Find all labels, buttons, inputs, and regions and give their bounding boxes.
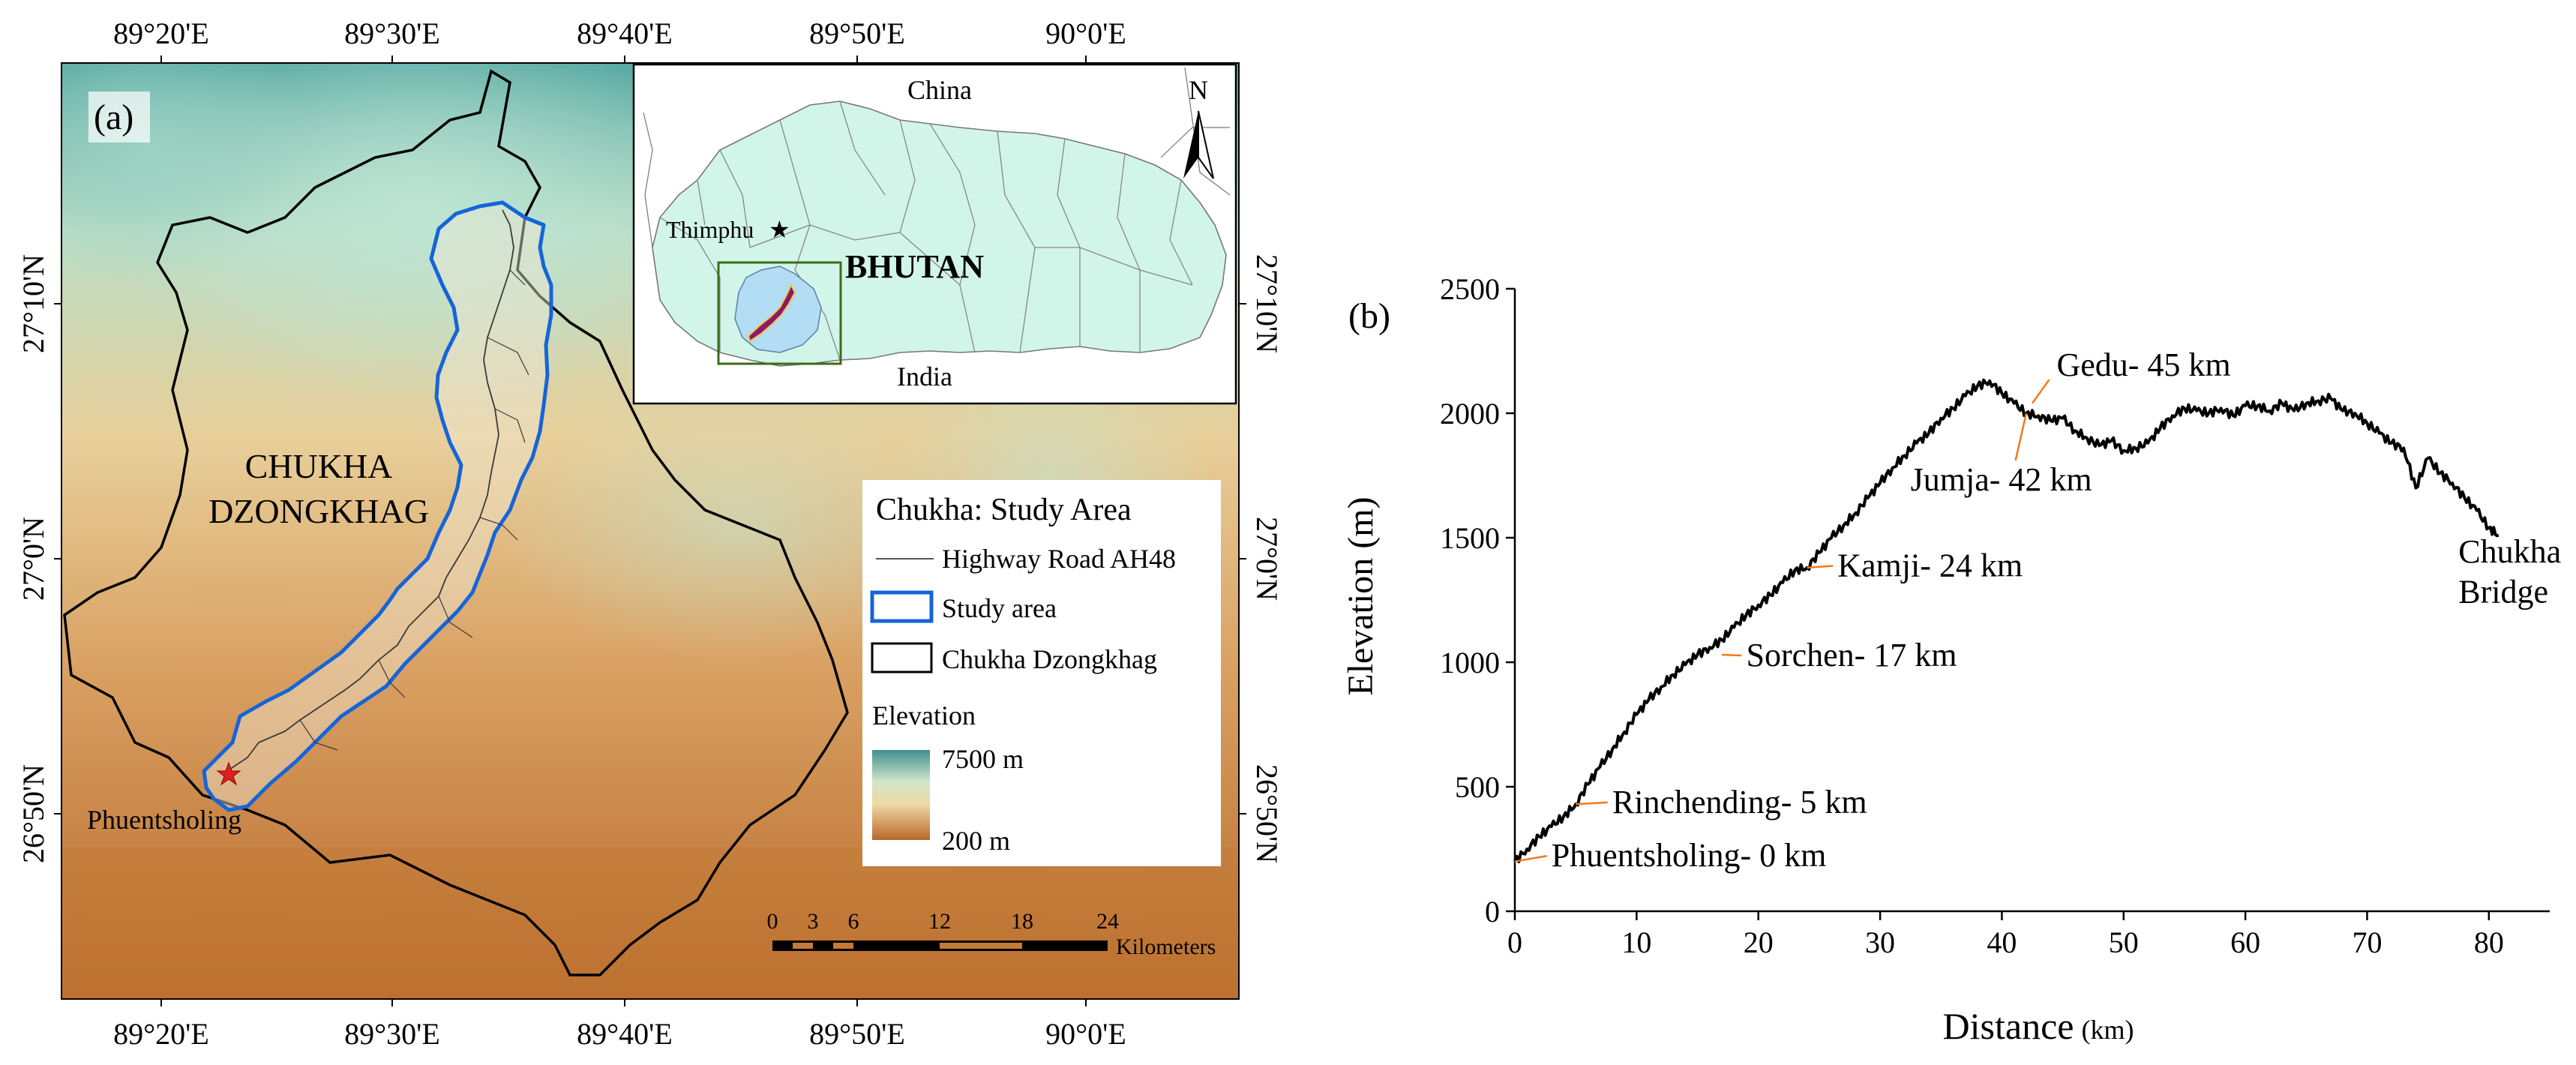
inset-india-label: India — [897, 362, 952, 392]
right-tick-2: 27°0'N — [1250, 517, 1284, 601]
secondary-roads — [299, 269, 529, 751]
y-tick-label: 0 — [1485, 895, 1500, 928]
left-tick-3: 26°50'N — [16, 764, 50, 863]
scale-tick-3: 3 — [808, 909, 819, 934]
top-tick-2: 89°30'E — [344, 16, 440, 50]
y-tick-label: 2500 — [1440, 272, 1500, 306]
annotation-label: Gedu- 45 km — [2056, 346, 2230, 383]
annotation-label: Phuentsholing- 0 km — [1552, 837, 1827, 874]
x-tick-label: 70 — [2352, 926, 2382, 959]
annotation-label: Bridge — [2458, 573, 2548, 610]
inset-district-boundaries — [659, 100, 1193, 361]
legend-study-area-symbol — [870, 590, 934, 623]
annotation-label: Jumja- 42 km — [1911, 461, 2092, 498]
chukha-dzongkhag-boundary — [63, 69, 849, 976]
bottom-tick-1: 89°20'E — [113, 1017, 209, 1051]
x-tick-label: 10 — [1621, 926, 1651, 959]
annotation-leader — [1721, 653, 1742, 657]
annotation-leader — [1576, 801, 1608, 806]
y-tick-label: 2000 — [1440, 397, 1500, 430]
inset-country-label: BHUTAN — [845, 248, 984, 285]
legend-dzongkhag-label: Chukha Dzongkhag — [942, 644, 1157, 674]
x-tick-label: 0 — [1507, 926, 1522, 959]
legend-elevation-max: 7500 m — [942, 744, 1024, 774]
study-area-outline — [202, 200, 553, 812]
x-tick-label: 50 — [2109, 926, 2139, 959]
scale-tick-24: 24 — [1096, 909, 1119, 934]
legend-elevation-ramp — [872, 750, 930, 840]
top-tick-3: 89°40'E — [577, 16, 673, 50]
x-tick-label: 20 — [1744, 926, 1774, 959]
bottom-tick-4: 89°50'E — [809, 1017, 905, 1051]
left-tick-1: 27°10'N — [16, 254, 50, 353]
bottom-tick-2: 89°30'E — [344, 1017, 440, 1051]
annotation-label: Chukha — [2458, 533, 2561, 570]
legend-elevation-min: 200 m — [942, 826, 1010, 856]
scale-tick-18: 18 — [1011, 909, 1033, 934]
bottom-tick-3: 89°40'E — [577, 1017, 673, 1051]
legend-highway-label: Highway Road AH48 — [942, 544, 1176, 574]
x-tick-label: 30 — [1865, 926, 1895, 959]
y-tick-label: 1500 — [1440, 521, 1500, 555]
x-tick-label: 80 — [2474, 926, 2504, 959]
scale-bar: 0 3 6 12 18 24 Kilometers — [767, 909, 1216, 959]
elevation-profile-line — [1513, 378, 2500, 863]
panel-a-label-bg — [88, 92, 150, 142]
annotation-leader — [2031, 379, 2050, 404]
scale-unit: Kilometers — [1116, 934, 1216, 959]
chart-annotations: Phuentsholing- 0 km Rinchending- 5 km Sorc… — [1514, 346, 2561, 874]
north-arrow-icon — [1183, 110, 1214, 179]
x-axis-title: Distance (km) — [1943, 1005, 2134, 1047]
annotation-label: Kamji- 24 km — [1837, 547, 2023, 584]
annotation-leader — [2014, 412, 2028, 461]
left-tick-2: 27°0'N — [16, 517, 50, 601]
phuentsholing-star-icon — [216, 761, 241, 786]
map-tick-marks — [54, 56, 1246, 1006]
y-tick-label: 500 — [1455, 770, 1500, 804]
inset-capital-label: Thimphu — [666, 216, 754, 243]
inset-study-box — [717, 261, 842, 365]
x-tick-label: 60 — [2230, 926, 2260, 959]
map-panel: 89°20'E 89°30'E 89°40'E 89°50'E 90°0'E 8… — [16, 16, 1284, 1051]
top-tick-1: 89°20'E — [113, 16, 209, 50]
phuentsholing-label: Phuentsholing — [87, 805, 241, 835]
scale-tick-12: 12 — [928, 909, 951, 934]
annotation-label: Rinchending- 5 km — [1612, 784, 1867, 820]
inset-map: China India BHUTAN Thimphu ★ N — [632, 63, 1237, 405]
annotation-leader — [1514, 855, 1547, 862]
inset-study-area-highlight — [747, 283, 796, 343]
map-legend: Chukha: Study Area Highway Road AH48 Stu… — [862, 480, 1221, 866]
highway-road-ah48 — [224, 209, 514, 773]
panel-a-label: (a) — [94, 98, 133, 137]
bottom-tick-5: 90°0'E — [1045, 1017, 1126, 1051]
inset-capital-star-icon: ★ — [769, 216, 790, 243]
right-tick-3: 26°50'N — [1250, 764, 1284, 863]
map-frame — [61, 62, 1240, 1000]
y-axis-title: Elevation (m) — [1341, 496, 1381, 695]
y-tick-label: 1000 — [1440, 646, 1500, 680]
top-tick-4: 89°50'E — [809, 16, 905, 50]
top-tick-5: 90°0'E — [1045, 16, 1126, 50]
x-axis-title-main: Distance — [1943, 1005, 2074, 1047]
chart-ticks: 0 500 1000 1500 2000 2500 0 10 20 30 40 50 60 70 80 — [1440, 272, 2504, 959]
annotation-label: Sorchen- 17 km — [1746, 637, 1957, 674]
elevation-profile-panel: (b) Elevation (m) Distance (km) 050010001… — [1341, 272, 2561, 1047]
scale-tick-6: 6 — [848, 909, 859, 934]
legend-study-area-label: Study area — [942, 593, 1057, 623]
x-axis-title-unit: (km) — [2081, 1015, 2134, 1045]
annotation-leader — [1807, 565, 1834, 569]
chart-axes — [1513, 289, 2550, 913]
region-label-line1: CHUKHA — [245, 447, 393, 485]
scale-tick-0: 0 — [767, 909, 778, 934]
legend-dzongkhag-symbol — [871, 642, 933, 674]
inset-china-label: China — [907, 75, 972, 105]
region-label-line2: DZONGKHAG — [208, 492, 429, 530]
right-tick-1: 27°10'N — [1250, 254, 1284, 353]
legend-elevation-title: Elevation — [872, 700, 976, 730]
panel-b-label: (b) — [1348, 296, 1390, 336]
x-tick-label: 40 — [1987, 926, 2017, 959]
legend-title: Chukha: Study Area — [876, 493, 1132, 527]
north-label: N — [1189, 75, 1208, 105]
